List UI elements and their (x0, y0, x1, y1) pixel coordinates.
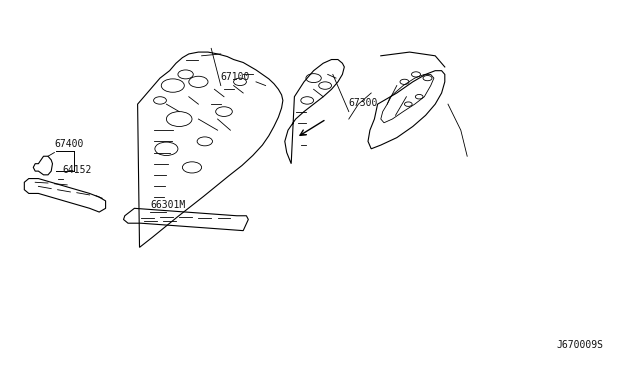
Text: 66301M: 66301M (150, 200, 186, 210)
Text: 64152: 64152 (63, 165, 92, 175)
Text: 67300: 67300 (349, 98, 378, 108)
Text: J670009S: J670009S (557, 340, 604, 350)
Text: 67400: 67400 (54, 139, 84, 149)
Text: 67100: 67100 (221, 72, 250, 82)
